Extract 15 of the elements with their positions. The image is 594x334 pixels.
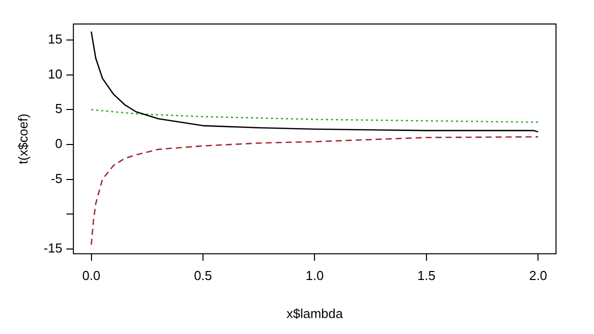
x-tick-label: 2.0 — [529, 268, 548, 284]
y-tick-label: 5 — [55, 101, 62, 116]
x-tick-label: 0.0 — [82, 268, 100, 284]
y-tick-label: 15 — [48, 32, 62, 47]
y-tick-label: 0 — [55, 136, 62, 152]
x-tick-label: 0.5 — [194, 268, 212, 284]
line-series — [90, 109, 539, 123]
x-tick-label: 1.0 — [306, 268, 324, 284]
y-tick-label: 10 — [48, 66, 62, 82]
y-tick-label: -5 — [50, 170, 62, 186]
y-tick-label: -15 — [44, 240, 62, 256]
y-axis-title: t(x$coef) — [15, 114, 30, 164]
x-axis-title: x$lambda — [286, 306, 344, 321]
x-tick-label: 1.5 — [417, 268, 436, 284]
line-series — [90, 136, 539, 246]
